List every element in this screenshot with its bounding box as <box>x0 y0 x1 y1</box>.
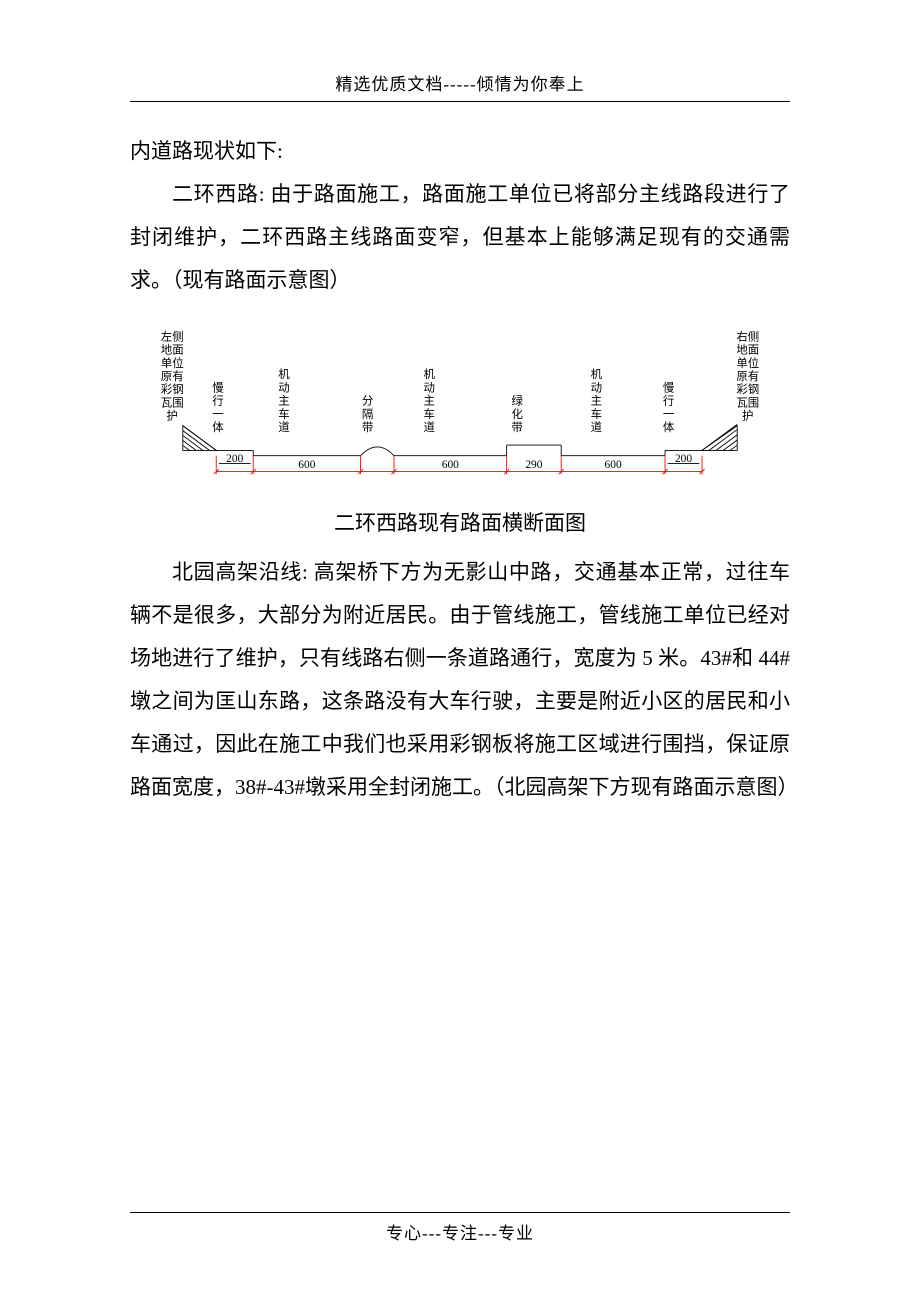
svg-text:机: 机 <box>423 367 435 381</box>
diagram-caption: 二环西路现有路面横断面图 <box>130 507 790 537</box>
header-rule <box>130 101 790 102</box>
svg-text:600: 600 <box>605 459 622 471</box>
svg-text:动: 动 <box>423 382 434 395</box>
svg-text:行: 行 <box>663 395 674 408</box>
svg-text:机: 机 <box>591 367 603 381</box>
svg-text:原有: 原有 <box>736 369 759 383</box>
svg-text:主: 主 <box>423 395 434 408</box>
svg-text:慢: 慢 <box>663 382 675 395</box>
svg-text:200: 200 <box>675 453 692 465</box>
svg-text:600: 600 <box>298 459 315 471</box>
svg-text:动: 动 <box>591 382 602 395</box>
svg-text:地面: 地面 <box>736 344 759 357</box>
page-container: 精选优质文档-----倾情为你奉上 内道路现状如下: 二环西路: 由于路面施工，… <box>0 0 920 869</box>
svg-text:主: 主 <box>278 395 289 408</box>
svg-text:彩钢: 彩钢 <box>161 383 184 396</box>
svg-text:单位: 单位 <box>736 356 759 370</box>
page-header: 精选优质文档-----倾情为你奉上 <box>130 70 790 101</box>
svg-text:隔: 隔 <box>362 408 373 421</box>
svg-text:行: 行 <box>212 395 223 408</box>
svg-text:单位: 单位 <box>161 356 184 370</box>
svg-text:原有: 原有 <box>161 369 184 383</box>
svg-text:一: 一 <box>663 409 674 421</box>
svg-text:机: 机 <box>278 367 290 381</box>
svg-text:道: 道 <box>591 420 602 434</box>
svg-text:道: 道 <box>423 420 434 434</box>
svg-text:瓦围: 瓦围 <box>736 397 759 410</box>
svg-text:彩钢: 彩钢 <box>736 383 759 396</box>
svg-text:护: 护 <box>742 409 753 423</box>
svg-text:道: 道 <box>278 420 289 434</box>
svg-text:600: 600 <box>442 459 459 471</box>
svg-text:体: 体 <box>212 420 224 434</box>
svg-text:右侧: 右侧 <box>736 330 759 344</box>
svg-text:化: 化 <box>511 407 522 421</box>
svg-text:车: 车 <box>423 407 434 421</box>
svg-text:带: 带 <box>362 421 373 434</box>
svg-text:慢: 慢 <box>212 382 224 395</box>
para-3: 北园高架沿线: 高架桥下方为无影山中路，交通基本正常，过往车辆不是很多，大部分为… <box>130 551 790 809</box>
svg-text:绿: 绿 <box>511 394 523 408</box>
svg-text:290: 290 <box>525 459 542 471</box>
svg-text:动: 动 <box>278 382 289 395</box>
page-footer: 专心---专注---专业 <box>0 1219 920 1244</box>
svg-text:车: 车 <box>591 407 602 421</box>
svg-text:分: 分 <box>362 395 373 408</box>
cross-section-diagram: 左侧地面单位原有彩钢瓦围护右侧地面单位原有彩钢瓦围护慢行一体机动主车道分隔带机动… <box>130 312 790 497</box>
svg-text:200: 200 <box>226 453 243 465</box>
svg-text:车: 车 <box>278 407 289 421</box>
svg-text:主: 主 <box>591 395 602 408</box>
para-1: 内道路现状如下: <box>130 130 790 173</box>
footer-rule <box>130 1212 790 1213</box>
svg-text:左侧: 左侧 <box>161 330 184 344</box>
svg-text:体: 体 <box>663 420 675 434</box>
svg-text:瓦围: 瓦围 <box>161 397 184 410</box>
svg-text:地面: 地面 <box>161 344 184 357</box>
svg-text:带: 带 <box>511 421 522 434</box>
page-footer-wrap: 专心---专注---专业 <box>0 1212 920 1244</box>
svg-text:一: 一 <box>212 409 223 421</box>
svg-text:护: 护 <box>167 409 178 423</box>
para-2: 二环西路: 由于路面施工，路面施工单位已将部分主线路段进行了封闭维护，二环西路主… <box>130 173 790 302</box>
